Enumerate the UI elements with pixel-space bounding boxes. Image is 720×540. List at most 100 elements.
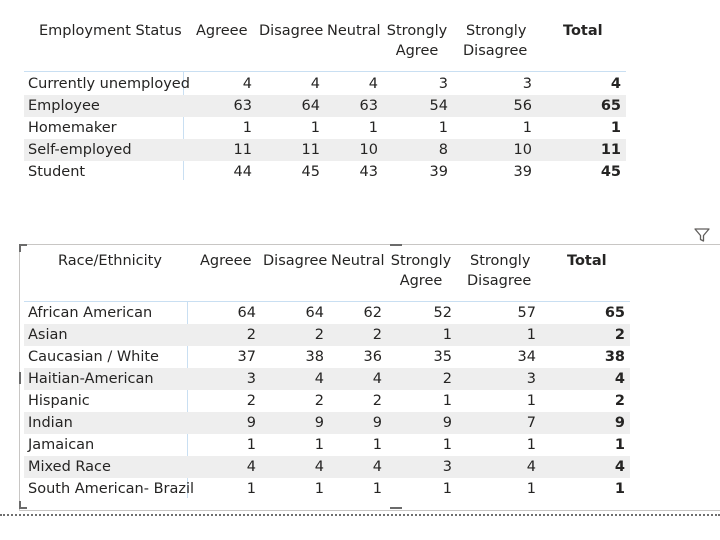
resize-handle-left[interactable] bbox=[19, 372, 21, 384]
value-cell: 1 bbox=[314, 481, 324, 497]
column-header-agreee[interactable]: Agreee bbox=[200, 253, 252, 269]
row-label: Employee bbox=[28, 98, 100, 114]
value-cell: 37 bbox=[237, 349, 256, 365]
value-cell: 1 bbox=[246, 437, 256, 453]
resize-handle-bottom[interactable] bbox=[390, 507, 402, 509]
row-label: Asian bbox=[28, 327, 68, 343]
table-row[interactable]: Jamaican 1 1 1 1 1 1 bbox=[24, 434, 630, 456]
value-cell: 2 bbox=[246, 327, 256, 343]
row-label: Hispanic bbox=[28, 393, 90, 409]
total-cell: 4 bbox=[614, 459, 625, 475]
table-row[interactable]: Haitian-American 3 4 4 2 3 4 bbox=[24, 368, 630, 390]
resize-handle-top-left[interactable] bbox=[19, 244, 27, 246]
total-cell: 65 bbox=[604, 305, 625, 321]
total-cell: 38 bbox=[604, 349, 625, 365]
header-line-1: Strongly bbox=[386, 23, 448, 39]
column-header-disagree[interactable]: Disagree bbox=[263, 253, 328, 269]
header-line-2: Agree bbox=[395, 43, 439, 59]
value-cell: 54 bbox=[429, 98, 448, 114]
column-header-total[interactable]: Total bbox=[563, 23, 603, 39]
resize-handle-bottom-left[interactable] bbox=[19, 501, 21, 509]
value-cell: 7 bbox=[526, 415, 536, 431]
value-cell: 4 bbox=[310, 76, 320, 92]
row-label: Jamaican bbox=[28, 437, 95, 453]
value-cell: 39 bbox=[513, 164, 532, 180]
value-cell: 11 bbox=[233, 142, 252, 158]
row-label: Mixed Race bbox=[28, 459, 111, 475]
value-cell: 3 bbox=[246, 371, 256, 387]
column-header-agreee[interactable]: Agreee bbox=[196, 23, 248, 39]
row-label: Student bbox=[28, 164, 86, 180]
race-ethnicity-matrix[interactable]: Race/Ethnicity Agreee Disagree Neutral S… bbox=[0, 240, 720, 515]
resize-handle-top[interactable] bbox=[390, 244, 402, 246]
value-cell: 34 bbox=[517, 349, 536, 365]
value-cell: 1 bbox=[372, 481, 382, 497]
value-cell: 63 bbox=[233, 98, 252, 114]
row-label: South American- Brazil bbox=[28, 481, 195, 497]
table-row[interactable]: Hispanic 2 2 2 1 1 2 bbox=[24, 390, 630, 412]
total-cell: 1 bbox=[614, 481, 625, 497]
value-cell: 2 bbox=[372, 327, 382, 343]
row-label: Homemaker bbox=[28, 120, 117, 136]
table-row[interactable]: African American 64 64 62 52 57 65 bbox=[24, 302, 630, 324]
value-cell: 2 bbox=[314, 327, 324, 343]
column-header-race-ethnicity[interactable]: Race/Ethnicity bbox=[58, 253, 162, 269]
column-header-strongly-agree[interactable]: Strongly Agree bbox=[385, 21, 449, 61]
value-cell: 63 bbox=[359, 98, 378, 114]
column-header-strongly-disagree[interactable]: Strongly Disagree bbox=[467, 251, 531, 291]
value-cell: 64 bbox=[237, 305, 256, 321]
value-cell: 39 bbox=[429, 164, 448, 180]
filter-icon[interactable] bbox=[693, 226, 711, 244]
value-cell: 36 bbox=[363, 349, 382, 365]
row-label: Indian bbox=[28, 415, 73, 431]
value-cell: 4 bbox=[526, 459, 536, 475]
column-header-employment-status[interactable]: Employment Status bbox=[39, 23, 182, 39]
value-cell: 1 bbox=[522, 120, 532, 136]
total-cell: 4 bbox=[610, 76, 621, 92]
value-cell: 1 bbox=[372, 437, 382, 453]
resize-handle-bottom-left[interactable] bbox=[19, 507, 27, 509]
value-cell: 4 bbox=[242, 76, 252, 92]
table-row[interactable]: Currently unemployed 4 4 4 3 3 4 bbox=[24, 73, 626, 95]
value-cell: 56 bbox=[513, 98, 532, 114]
value-cell: 1 bbox=[242, 120, 252, 136]
value-cell: 9 bbox=[442, 415, 452, 431]
table-row[interactable]: Asian 2 2 2 1 1 2 bbox=[24, 324, 630, 346]
column-header-neutral[interactable]: Neutral bbox=[327, 23, 381, 39]
column-header-strongly-disagree[interactable]: Strongly Disagree bbox=[463, 21, 527, 61]
table-row[interactable]: Homemaker 1 1 1 1 1 1 bbox=[24, 117, 626, 139]
value-cell: 4 bbox=[372, 371, 382, 387]
value-cell: 43 bbox=[359, 164, 378, 180]
row-label: African American bbox=[28, 305, 153, 321]
column-header-strongly-agree[interactable]: Strongly Agree bbox=[389, 251, 453, 291]
value-cell: 3 bbox=[526, 371, 536, 387]
table-row[interactable]: Self-employed 11 11 10 8 10 11 bbox=[24, 139, 626, 161]
table-row[interactable]: Mixed Race 4 4 4 3 4 4 bbox=[24, 456, 630, 478]
value-cell: 64 bbox=[305, 305, 324, 321]
table-row[interactable]: Indian 9 9 9 9 7 9 bbox=[24, 412, 630, 434]
header-line-1: Strongly bbox=[470, 253, 531, 269]
column-header-neutral[interactable]: Neutral bbox=[331, 253, 385, 269]
header-line-1: Strongly bbox=[466, 23, 527, 39]
table-row[interactable]: South American- Brazil 1 1 1 1 1 1 bbox=[24, 478, 630, 500]
table-row[interactable]: Caucasian / White 37 38 36 35 34 38 bbox=[24, 346, 630, 368]
row-label: Haitian-American bbox=[28, 371, 154, 387]
value-cell: 8 bbox=[438, 142, 448, 158]
total-cell: 2 bbox=[614, 393, 625, 409]
value-cell: 10 bbox=[513, 142, 532, 158]
total-cell: 2 bbox=[614, 327, 625, 343]
value-cell: 1 bbox=[314, 437, 324, 453]
row-label: Caucasian / White bbox=[28, 349, 159, 365]
row-header-divider bbox=[183, 72, 184, 180]
value-cell: 9 bbox=[372, 415, 382, 431]
table-row[interactable]: Employee 63 64 63 54 56 65 bbox=[24, 95, 626, 117]
value-cell: 2 bbox=[246, 393, 256, 409]
value-cell: 52 bbox=[433, 305, 452, 321]
employment-status-matrix[interactable]: Employment Status Agreee Disagree Neutra… bbox=[0, 0, 640, 185]
resize-handle-top-left[interactable] bbox=[19, 244, 21, 252]
column-header-total[interactable]: Total bbox=[567, 253, 607, 269]
table-row[interactable]: Student 44 45 43 39 39 45 bbox=[24, 161, 626, 183]
value-cell: 45 bbox=[301, 164, 320, 180]
column-header-disagree[interactable]: Disagree bbox=[259, 23, 324, 39]
total-cell: 1 bbox=[610, 120, 621, 136]
